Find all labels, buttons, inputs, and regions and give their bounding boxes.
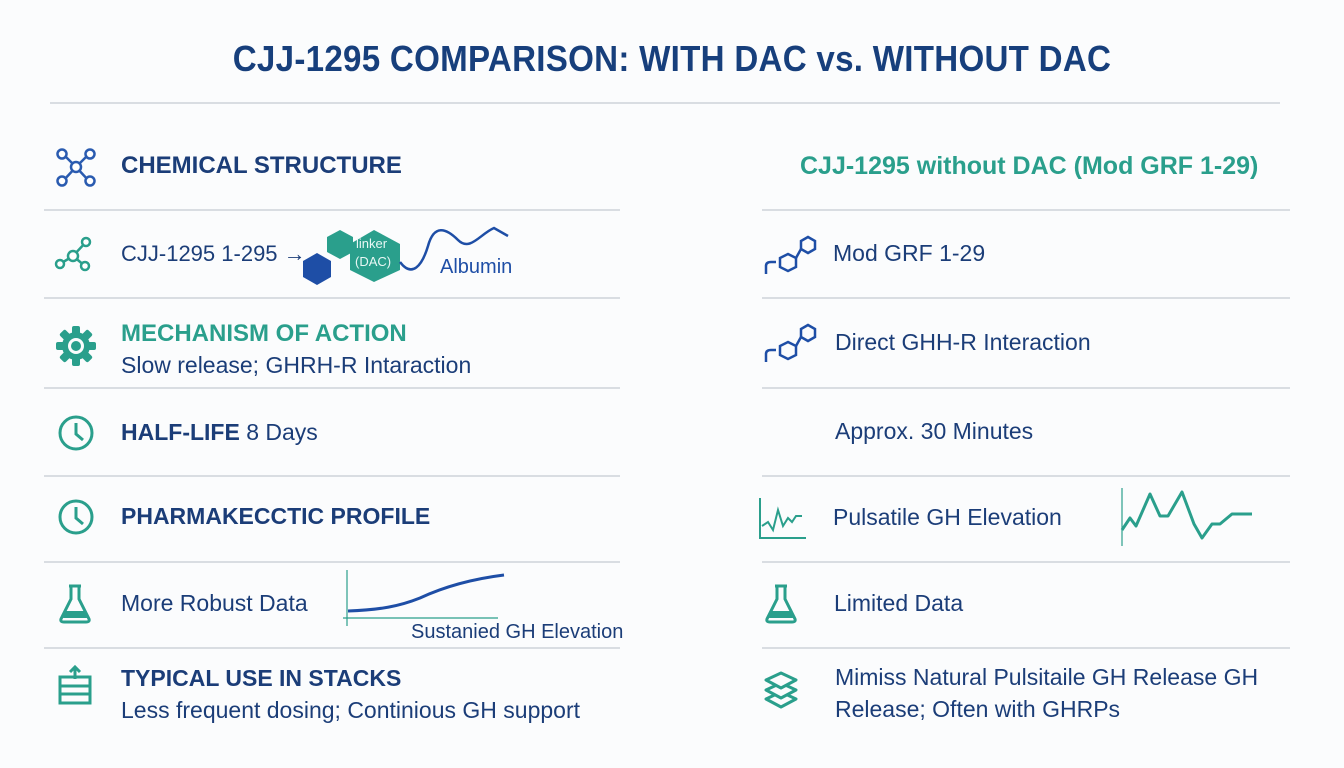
divider (762, 475, 1290, 477)
linker-sub-label: (DAC) (355, 254, 392, 269)
pulse-chart-icon (759, 498, 806, 539)
mechanism-text: Slow release; GHRH-R Intaraction (121, 352, 472, 378)
clock-icon (58, 499, 94, 535)
stack-box-icon (58, 664, 92, 705)
divider (762, 561, 1290, 563)
stacks-line-2: Release; Often with GHRPs (835, 696, 1121, 722)
mod-grf-text: Mod GRF 1-29 (833, 240, 986, 266)
divider (762, 297, 1290, 299)
pulsatile-curve (1120, 490, 1252, 540)
albumin-label: Albumin (440, 256, 513, 278)
pulsatile-text: Pulsatile GH Elevation (833, 504, 1062, 530)
divider (762, 209, 1290, 211)
chemical-structure-heading: CHEMICAL STRUCTURE (121, 152, 402, 179)
stacks-line-1: Mimiss Natural Pulsitaile GH Release GH (835, 664, 1259, 690)
peptide-chain-icon (764, 235, 817, 274)
half-life-value: 8 Days (246, 419, 318, 445)
title-divider (50, 102, 1280, 104)
sustained-curve (347, 573, 505, 613)
page-title: CJJ-1295 COMPARISON: WITH DAC vs. WITHOU… (232, 38, 1112, 79)
pulsatile-chart (1120, 488, 1252, 546)
linker-hexagon (350, 230, 400, 282)
peptide-hexagon (303, 253, 331, 285)
peptide-chain-icon (764, 323, 817, 362)
flask-icon (59, 584, 91, 624)
stacks-heading: TYPICAL USE IN STACKS (121, 665, 402, 691)
sustained-label: Sustanied GH Elevation (411, 621, 624, 643)
half-life-label: HALF-LIFE (121, 419, 240, 445)
divider (44, 387, 620, 389)
molecule-icon (56, 148, 96, 187)
pk-profile-heading: PHARMAKECCTIC PROFILE (121, 503, 431, 529)
divider (762, 647, 1290, 649)
divider (44, 209, 620, 211)
hexagon (327, 230, 353, 259)
limited-data-text: Limited Data (834, 590, 964, 616)
divider (762, 387, 1290, 389)
half-life-row: HALF-LIFE 8 Days (121, 421, 318, 444)
layers-icon (764, 671, 798, 709)
robust-data-text: More Robust Data (121, 590, 308, 616)
divider (44, 297, 620, 299)
molecule-icon (54, 236, 92, 272)
flask-icon (765, 584, 797, 624)
divider (44, 561, 620, 563)
clock-icon (58, 415, 94, 451)
divider (44, 647, 620, 649)
mechanism-heading: MECHANISM OF ACTION (121, 320, 407, 347)
structure-text: CJJ-1295 1-295 → (121, 241, 306, 266)
dac-albumin-diagram (303, 226, 509, 285)
half-life-text: Approx. 30 Minutes (835, 418, 1034, 444)
right-column-heading: CJJ-1295 without DAC (Mod GRF 1-29) (800, 152, 1259, 180)
albumin-curve (399, 226, 509, 271)
sustained-curve-chart (343, 570, 505, 626)
gear-icon (56, 326, 96, 366)
direct-interaction-text: Direct GHH-R Interaction (835, 329, 1091, 355)
linker-label: linker (356, 236, 388, 251)
divider (44, 475, 620, 477)
stacks-text: Less frequent dosing; Continious GH supp… (121, 697, 580, 723)
